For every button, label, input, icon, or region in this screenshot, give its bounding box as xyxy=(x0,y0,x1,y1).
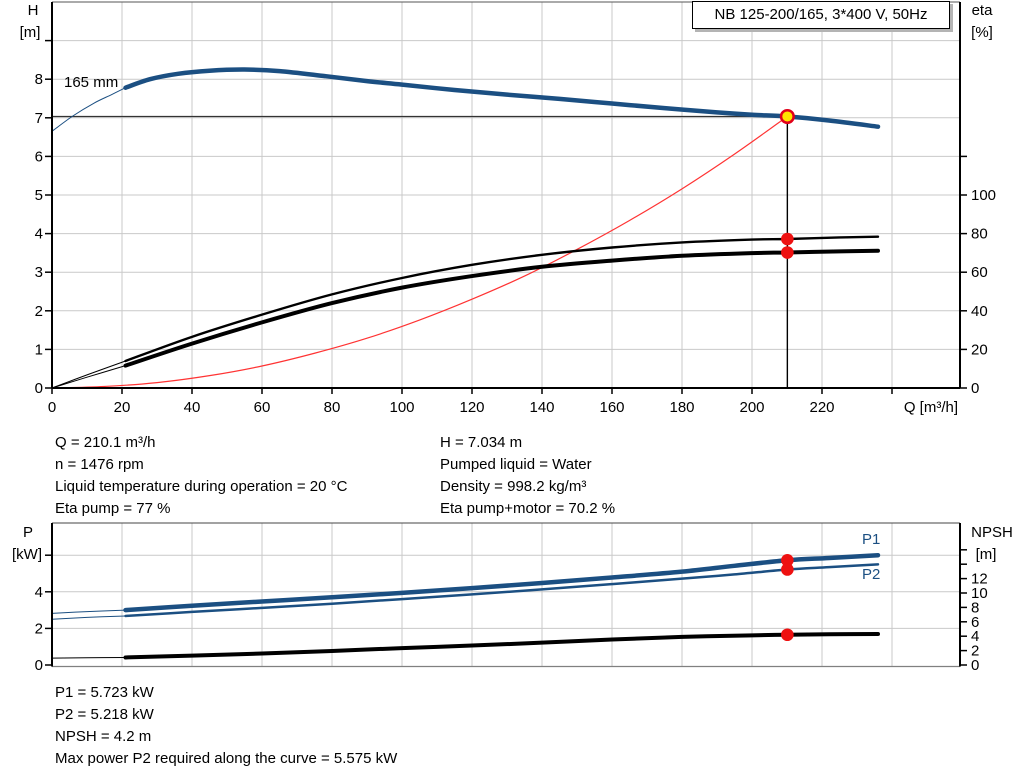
svg-text:40: 40 xyxy=(184,399,201,416)
npsh-axis-unit: [m] xyxy=(975,546,997,563)
svg-text:8: 8 xyxy=(971,599,979,616)
info-p2: P2 = 5.218 kW xyxy=(55,706,154,723)
top-duty-markers xyxy=(779,108,795,259)
svg-text:0: 0 xyxy=(971,657,979,674)
svg-text:120: 120 xyxy=(459,399,484,416)
svg-text:60: 60 xyxy=(254,399,271,416)
svg-text:6: 6 xyxy=(971,614,979,631)
svg-text:0: 0 xyxy=(35,380,43,397)
top-chart-grid xyxy=(52,1,960,388)
q-axis-title: Q [m³/h] xyxy=(903,399,958,416)
p1-curve-label: P1 xyxy=(862,531,881,548)
info-eta-pump-motor: Eta pump+motor = 70.2 % xyxy=(440,500,616,517)
svg-text:180: 180 xyxy=(669,399,694,416)
info-p1: P1 = 5.723 kW xyxy=(55,684,154,701)
info-eta-pump: Eta pump = 77 % xyxy=(55,500,171,517)
svg-text:0: 0 xyxy=(48,399,56,416)
info-density: Density = 998.2 kg/m³ xyxy=(440,478,587,495)
bottom-duty-markers xyxy=(781,553,794,642)
info-liquid: Pumped liquid = Water xyxy=(440,456,592,473)
p2-curve-label: P2 xyxy=(862,566,881,583)
svg-text:60: 60 xyxy=(971,264,988,281)
eta-axis-title: eta xyxy=(971,2,993,19)
svg-text:4: 4 xyxy=(35,584,43,601)
impeller-size-label: 165 mm xyxy=(64,74,119,91)
svg-text:1: 1 xyxy=(35,341,43,358)
svg-text:80: 80 xyxy=(324,399,341,416)
npsh-axis-title: NPSH xyxy=(971,524,1013,541)
power-info: P1 = 5.723 kW P2 = 5.218 kW NPSH = 4.2 m… xyxy=(55,682,397,770)
info-flow: Q = 210.1 m³/h xyxy=(55,434,156,451)
svg-text:3: 3 xyxy=(35,264,43,281)
svg-text:160: 160 xyxy=(599,399,624,416)
svg-text:100: 100 xyxy=(389,399,414,416)
info-npsh: NPSH = 4.2 m xyxy=(55,728,152,745)
svg-text:20: 20 xyxy=(114,399,131,416)
svg-text:5: 5 xyxy=(35,187,43,204)
h-axis-title: H xyxy=(27,2,39,19)
svg-text:2: 2 xyxy=(35,303,43,320)
svg-text:200: 200 xyxy=(739,399,764,416)
svg-text:20: 20 xyxy=(971,341,988,358)
info-max-power: Max power P2 required along the curve = … xyxy=(55,750,398,767)
svg-text:12: 12 xyxy=(971,571,988,588)
p-axis-unit: [kW] xyxy=(12,546,42,563)
duty-info-left: Q = 210.1 m³/h n = 1476 rpm Liquid tempe… xyxy=(55,432,347,520)
top-chart-axes: 0 20 40 60 80 100 120 140 160 180 200 2200123456780… xyxy=(35,2,996,416)
svg-text:0: 0 xyxy=(35,657,43,674)
svg-text:10: 10 xyxy=(971,585,988,602)
pump-title-box: NB 125-200/165, 3*400 V, 50Hz xyxy=(692,1,950,29)
p-axis-title: P xyxy=(22,524,33,541)
svg-text:8: 8 xyxy=(35,71,43,88)
svg-text:2: 2 xyxy=(35,620,43,637)
info-temperature: Liquid temperature during operation = 20… xyxy=(55,478,348,495)
duty-info-right: H = 7.034 m Pumped liquid = Water Densit… xyxy=(440,432,615,520)
svg-text:220: 220 xyxy=(809,399,834,416)
eta-axis-unit: [%] xyxy=(971,24,993,41)
svg-text:0: 0 xyxy=(971,380,979,397)
h-axis-unit: [m] xyxy=(19,24,41,41)
svg-text:100: 100 xyxy=(971,187,996,204)
info-head: H = 7.034 m xyxy=(440,434,523,451)
svg-text:140: 140 xyxy=(529,399,554,416)
svg-text:40: 40 xyxy=(971,303,988,320)
svg-text:6: 6 xyxy=(35,148,43,165)
svg-text:7: 7 xyxy=(35,110,43,127)
bottom-chart-curves xyxy=(51,552,881,660)
svg-text:4: 4 xyxy=(35,226,43,243)
svg-text:2: 2 xyxy=(971,643,979,660)
svg-text:4: 4 xyxy=(971,628,979,645)
info-speed: n = 1476 rpm xyxy=(55,456,144,473)
svg-text:80: 80 xyxy=(971,226,988,243)
